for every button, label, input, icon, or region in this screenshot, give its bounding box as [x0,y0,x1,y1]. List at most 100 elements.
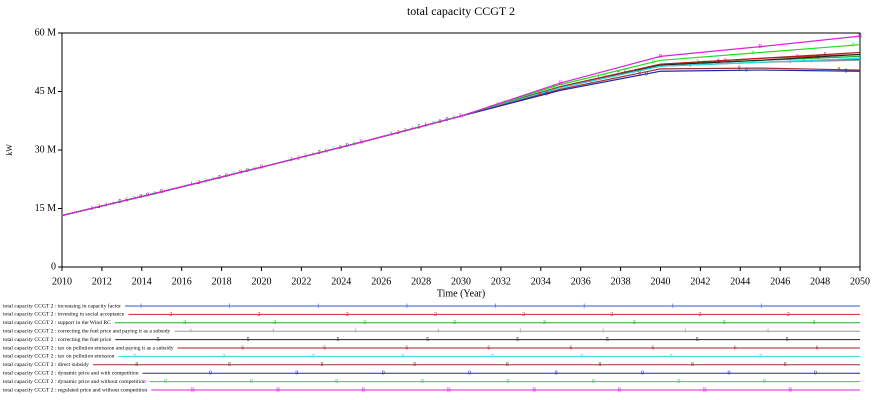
series-line [61,57,861,217]
legend-marker: 4 [601,329,604,335]
legend-marker: 7 [222,354,225,360]
legend-marker: 1 [317,303,320,309]
series-line [61,53,861,217]
legend-marker: 9 [382,371,385,377]
legend-marker: 9 [209,371,212,377]
series-marker: B [160,189,164,195]
legend-marker: 1 [405,303,408,309]
x-tick-label: 2024 [331,276,351,287]
series-marker: 3 [803,56,806,62]
series-line [61,67,861,217]
series-marker: 0 [752,50,755,56]
series-marker: 5 [717,60,720,66]
legend-marker: 1 [760,303,763,309]
series-line [61,53,861,217]
series-marker: B [758,44,762,50]
series-line [61,58,861,217]
series-marker: B [259,165,263,171]
x-tick-label: 2040 [651,276,671,287]
legend-marker: 0 [592,379,595,385]
legend-label: total capacity CCGT 2 : correcting the f… [3,327,171,334]
legend-marker: 6 [816,345,819,351]
legend-label: total capacity CCGT 2 : dynamic price an… [3,370,139,376]
legend-marker: B [276,387,280,393]
legend-marker: 1 [583,303,586,309]
x-tick-label: 2044 [730,276,750,287]
legend-marker: 4 [519,329,522,335]
legend-marker: 7 [401,354,404,360]
legend-marker: 4 [436,329,439,335]
x-tick-label: 2026 [371,276,391,287]
x-tick-label: 2050 [850,276,870,287]
legend-label: total capacity CCGT 2 : direct subsidy [3,362,89,368]
legend-marker: 9 [295,371,298,377]
legend-marker: 9 [555,371,558,377]
legend-marker: 6 [569,345,572,351]
legend-marker: B [447,387,451,393]
legend-label: total capacity CCGT 2 : support in the W… [3,320,111,326]
legend-marker: 7 [312,354,315,360]
series-marker: 6 [624,69,627,75]
series-marker: B [658,54,662,60]
series-marker: 9 [845,68,848,74]
legend-label: total capacity CCGT 2 : increasing in ca… [3,302,121,309]
legend-marker: 2 [169,312,172,318]
legend-marker: 5 [247,337,250,343]
legend-label: total capacity CCGT 2 : dynamic price an… [3,379,146,385]
legend-marker: 0 [335,379,338,385]
legend-marker: 8 [784,362,787,368]
series-marker: 7 [531,93,534,99]
legend-marker: 3 [723,320,726,326]
x-tick-label: 2048 [810,276,830,287]
legend-marker: 8 [228,362,231,368]
legend-marker: 9 [468,371,471,377]
x-tick-label: 2042 [690,276,710,287]
legend-marker: 8 [598,362,601,368]
series-line [61,51,861,217]
series-marker: B [559,80,563,86]
series-marker: B [359,140,363,146]
legend-marker: 4 [271,329,274,335]
legend-marker: 8 [135,362,138,368]
legend-marker: 1 [671,303,674,309]
legend-marker: 8 [506,362,509,368]
chart-title: total capacity CCGT 2 [407,4,515,18]
legend-marker: 4 [684,329,687,335]
x-tick-label: 2030 [451,276,471,287]
legend-marker: 5 [516,337,519,343]
legend-marker: 9 [814,371,817,377]
series-marker: 6 [724,58,727,64]
x-tick-label: 2028 [411,276,431,287]
series-marker: 0 [652,59,655,65]
series-marker: 5 [817,54,820,60]
legend-marker: 6 [241,345,244,351]
y-tick-label: 15 M [35,203,57,214]
x-tick-label: 2038 [611,276,631,287]
legend-marker: 2 [434,312,437,318]
legend-marker: B [191,387,195,393]
legend-marker: 0 [506,379,509,385]
legend-marker: B [362,387,366,393]
y-tick-label: 45 M [35,86,57,97]
series-marker: 2 [796,54,799,60]
legend-marker: 6 [487,345,490,351]
x-tick-label: 2022 [291,276,311,287]
legend-marker: 1 [139,303,142,309]
legend-marker: 3 [363,320,366,326]
legend-marker: 3 [543,320,546,326]
legend-marker: 1 [494,303,497,309]
x-tick-label: 2032 [491,276,511,287]
series-marker: 7 [631,70,634,76]
series-marker: 0 [852,43,855,49]
x-tick-label: 2010 [52,276,72,287]
series-line [61,59,861,217]
x-tick-label: 2046 [770,276,790,287]
y-tick-label: 30 M [35,144,57,155]
legend-marker: 0 [677,379,680,385]
legend-marker: 2 [787,312,790,318]
legend-marker: 8 [691,362,694,368]
legend-marker: 9 [641,371,644,377]
legend-marker: 6 [323,345,326,351]
legend-label: total capacity CCGT 2 : investing in soc… [3,312,125,318]
series-marker: 8 [838,67,841,73]
